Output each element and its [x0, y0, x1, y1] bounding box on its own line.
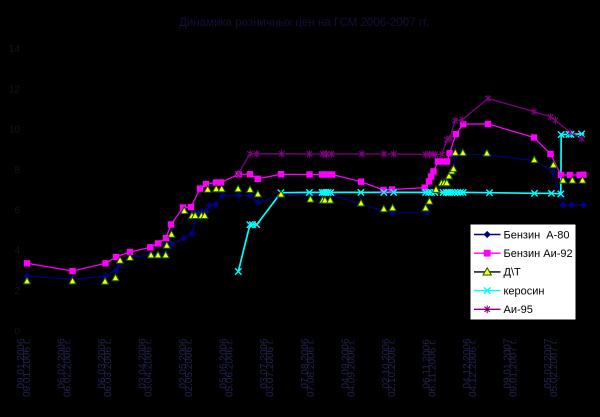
svg-text:05.06.2006: 05.06.2006	[219, 338, 230, 388]
svg-text:09.01.2006 г.: 09.01.2006 г.	[22, 339, 33, 397]
svg-text:09.01.2006: 09.01.2006	[16, 338, 27, 388]
svg-text:06.11.2006 г.: 06.11.2006 г.	[427, 340, 438, 397]
svg-text:0: 0	[14, 326, 20, 337]
svg-text:03.07.2006: 03.07.2006	[259, 338, 270, 388]
svg-text:04.12.2006: 04.12.2006	[462, 338, 473, 388]
svg-text:Бензин Аи-92: Бензин Аи-92	[504, 248, 573, 260]
svg-text:06.02.2006: 06.02.2006	[57, 338, 68, 388]
svg-text:02.05.2006 г.: 02.05.2006 г.	[184, 339, 195, 397]
svg-text:Д\Т: Д\Т	[504, 267, 522, 279]
svg-text:06.02.2006 г.: 06.02.2006 г.	[63, 339, 74, 397]
svg-text:Бензин А-80: Бензин А-80	[504, 229, 570, 241]
svg-text:07.08.2006: 07.08.2006	[300, 338, 311, 388]
svg-text:03.07.2006 г.: 03.07.2006 г.	[265, 339, 276, 397]
svg-text:07.08.2006 г.: 07.08.2006 г.	[306, 339, 317, 397]
svg-text:05.02.2007 г.: 05.02.2007 г.	[549, 339, 560, 397]
svg-text:04.09.2006 г.: 04.09.2006 г.	[346, 339, 357, 397]
svg-text:8: 8	[14, 165, 20, 176]
svg-text:12: 12	[9, 84, 21, 95]
svg-text:Динамика розничных цен на ГСМ: Динамика розничных цен на ГСМ 2006-2007 …	[179, 17, 429, 29]
svg-text:02.05.2006: 02.05.2006	[178, 338, 189, 388]
svg-text:02.10.2006 г.: 02.10.2006 г.	[387, 339, 398, 397]
svg-text:05.06.2006 г.: 05.06.2006 г.	[225, 339, 236, 397]
svg-text:03.04.2006 г.: 03.04.2006 г.	[144, 339, 155, 397]
svg-text:04.09.2006: 04.09.2006	[340, 338, 351, 388]
svg-text:14: 14	[9, 44, 21, 55]
svg-text:02.10.2006: 02.10.2006	[381, 338, 392, 388]
svg-text:6: 6	[14, 205, 20, 216]
svg-text:10: 10	[9, 125, 21, 136]
svg-text:Аи-95: Аи-95	[504, 304, 533, 316]
svg-text:2: 2	[14, 286, 20, 297]
svg-text:09.01.2007: 09.01.2007	[503, 338, 514, 388]
svg-text:09.01.2007 г.: 09.01.2007 г.	[509, 339, 520, 397]
svg-text:04.12.2006 г.: 04.12.2006 г.	[468, 339, 479, 397]
svg-text:06.11.2006: 06.11.2006	[421, 339, 432, 389]
svg-text:керосин: керосин	[504, 285, 545, 297]
svg-text:06.03.2006 г.: 06.03.2006 г.	[103, 339, 114, 397]
svg-text:03.04.2006: 03.04.2006	[138, 338, 149, 388]
svg-text:4: 4	[14, 246, 20, 257]
svg-text:05.02.2007: 05.02.2007	[543, 338, 554, 388]
svg-text:06.03.2006: 06.03.2006	[97, 338, 108, 388]
